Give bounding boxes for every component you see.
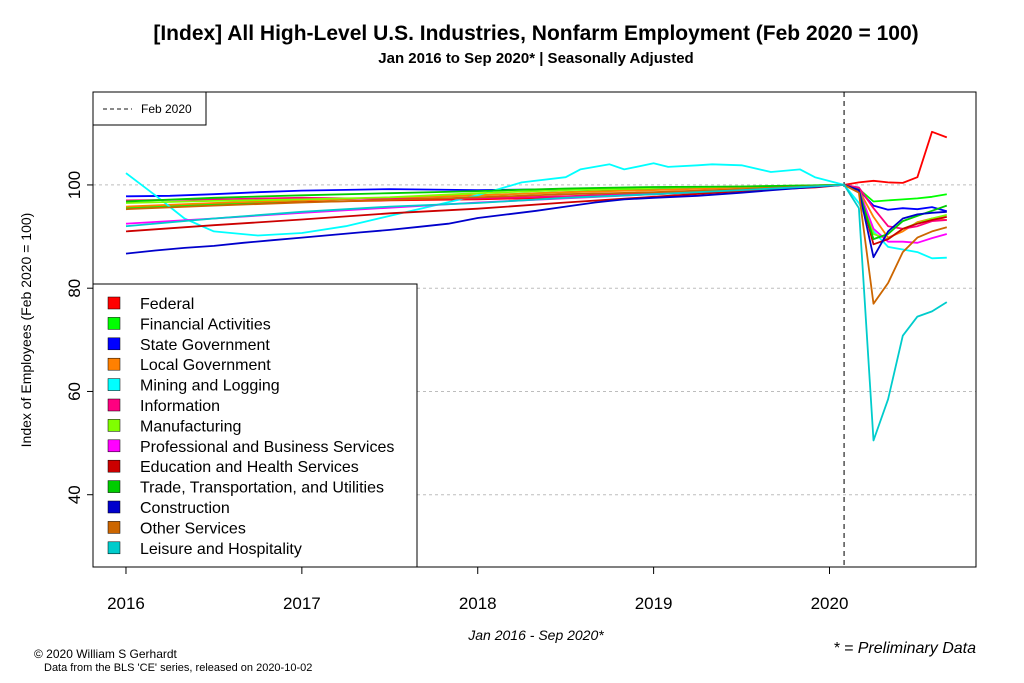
chart-title: [Index] All High-Level U.S. Industries, …: [153, 22, 918, 45]
source-note: Data from the BLS 'CE' series, released …: [44, 662, 312, 674]
legend-label: Leisure and Hospitality: [140, 541, 302, 558]
series-line-10: [125, 183, 948, 241]
legend-swatch: [107, 500, 121, 514]
x-tick-label: 2018: [459, 594, 497, 613]
x-tick-label: 2020: [811, 594, 849, 613]
legend-swatch: [107, 419, 121, 432]
series-line-11: [125, 183, 947, 259]
legend-swatch: [107, 317, 121, 330]
series-legend: Federal Financial Activities State Governm…: [92, 283, 418, 568]
legend-swatch: [107, 480, 121, 493]
preliminary-note: * = Preliminary Data: [833, 640, 976, 657]
legend-label: Trade, Transportation, and Utilities: [140, 480, 384, 497]
legend-label: Local Government: [140, 357, 271, 374]
y-tick-label: 80: [65, 279, 84, 298]
x-tick-label: 2016: [107, 594, 145, 613]
legend-label: Education and Health Services: [140, 459, 359, 476]
legend-swatch: [107, 521, 121, 534]
legend-swatch: [107, 541, 121, 555]
chart-subtitle: Jan 2016 to Sep 2020* | Seasonally Adjus…: [378, 50, 693, 67]
legend-swatch: [107, 378, 121, 391]
legend-label: Manufacturing: [140, 418, 241, 435]
x-tick-label: 2017: [283, 594, 321, 613]
legend-swatch: [107, 357, 121, 371]
legend-label: Financial Activities: [140, 316, 271, 333]
legend-swatch: [107, 398, 121, 412]
reference-legend-label: Feb 2020: [141, 102, 192, 116]
x-axis-label: Jan 2016 - Sep 2020*: [467, 627, 604, 643]
x-axis-ticks: 2016 2017 2018 2019 2020: [107, 567, 848, 613]
reference-legend: Feb 2020: [92, 91, 207, 126]
legend-label: Construction: [140, 500, 230, 517]
legend-label: Federal: [140, 296, 194, 313]
copyright-text: © 2020 William S Gerhardt: [34, 647, 178, 661]
y-axis-label: Index of Employees (Feb 2020 = 100): [18, 213, 34, 448]
series-lines: [125, 130, 948, 442]
legend-swatch: [107, 337, 121, 351]
legend-swatch: [107, 296, 121, 310]
y-tick-label: 60: [65, 382, 84, 401]
series-line-13: [125, 183, 948, 442]
legend-label: Information: [140, 398, 220, 415]
legend-label: Professional and Business Services: [140, 439, 394, 456]
legend-label: State Government: [140, 337, 270, 354]
y-tick-label: 40: [65, 485, 84, 504]
x-tick-label: 2019: [635, 594, 673, 613]
legend-swatch: [107, 439, 121, 453]
y-tick-label: 100: [65, 171, 84, 199]
legend-label: Other Services: [140, 520, 246, 537]
legend-swatch: [107, 459, 121, 473]
legend-label: Mining and Logging: [140, 378, 280, 395]
y-axis-ticks: 40 60 80 100: [65, 171, 93, 504]
